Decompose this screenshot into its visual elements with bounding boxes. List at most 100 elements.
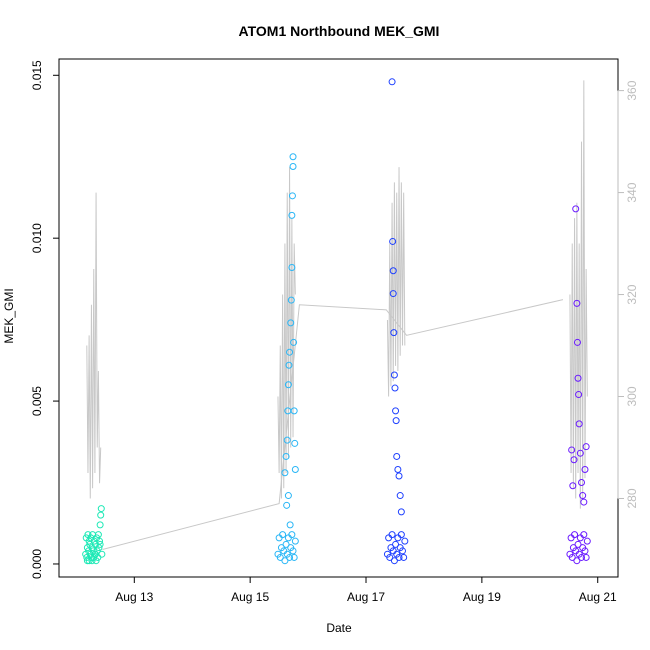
data-point-2-24 [392, 417, 400, 425]
data-point-1-15 [291, 537, 299, 545]
y2-tick-label-1: 300 [625, 386, 639, 406]
secondary-connector-line [102, 299, 564, 550]
x-tick-label-2: Aug 17 [347, 590, 385, 604]
data-point-1-27 [288, 192, 296, 200]
data-point-2-2 [386, 553, 394, 561]
y2-tick-label-2: 320 [625, 284, 639, 304]
data-point-3-6 [573, 557, 581, 565]
data-point-2-25 [393, 452, 401, 460]
data-point-3-27 [579, 492, 587, 500]
data-point-1-18 [283, 436, 291, 444]
data-point-3-12 [580, 531, 588, 539]
data-point-0-24 [96, 537, 104, 545]
data-point-1-35 [284, 492, 292, 500]
plot-frame [58, 58, 619, 578]
data-point-3-29 [581, 465, 589, 473]
data-point-3-19 [572, 205, 580, 213]
data-point-2-23 [392, 407, 400, 415]
series-1 [274, 153, 299, 565]
x-tick-label-4: Aug 21 [579, 590, 617, 604]
y2-tick-label-3: 340 [625, 182, 639, 202]
data-point-0-25 [96, 521, 104, 529]
y2-tick-label-4: 360 [625, 80, 639, 100]
data-point-2-18 [389, 267, 397, 275]
series-0 [82, 505, 106, 565]
data-point-0-32 [96, 540, 104, 548]
data-point-1-17 [282, 452, 290, 460]
data-point-1-12 [288, 531, 296, 539]
data-point-0-26 [97, 511, 105, 519]
data-point-2-9 [394, 534, 402, 542]
points-layer [82, 78, 591, 565]
data-point-1-22 [286, 348, 294, 356]
data-point-3-17 [569, 482, 577, 490]
data-point-1-4 [279, 531, 287, 539]
data-point-3-22 [574, 374, 582, 382]
y-axis-label: MEK_GMI [2, 288, 16, 343]
y-tick-label-0: 0.000 [30, 549, 44, 579]
data-point-1-1 [275, 534, 283, 542]
data-point-2-27 [395, 472, 403, 480]
data-point-2-22 [391, 384, 399, 392]
data-point-3-21 [573, 338, 581, 346]
secondary-series-line-2 [386, 167, 406, 397]
x-tick-label-3: Aug 19 [463, 590, 501, 604]
y2-axis: 280 300 320 340 360 [617, 80, 639, 508]
data-point-2-20 [390, 329, 398, 337]
data-point-2-21 [390, 371, 398, 379]
data-point-2-16 [388, 78, 396, 86]
data-point-1-24 [287, 296, 295, 304]
data-point-1-14 [290, 553, 298, 561]
data-point-2-1 [385, 534, 393, 542]
data-point-2-19 [389, 290, 397, 298]
y-tick-label-1: 0.005 [30, 386, 44, 416]
data-point-1-28 [289, 163, 297, 171]
data-point-3-20 [573, 299, 581, 307]
data-point-3-16 [568, 446, 576, 454]
data-point-1-33 [291, 465, 299, 473]
data-point-1-6 [281, 557, 289, 565]
data-point-0-22 [94, 531, 102, 539]
data-point-3-18 [570, 456, 578, 464]
data-point-2-28 [396, 492, 404, 500]
data-point-0-31 [91, 550, 99, 558]
data-point-2-29 [397, 508, 405, 516]
data-point-2-15 [401, 537, 409, 545]
data-point-3-9 [576, 534, 584, 542]
x-axis-label: Date [326, 621, 352, 635]
data-point-1-30 [290, 338, 298, 346]
data-point-1-23 [287, 319, 295, 327]
data-point-0-28 [98, 550, 106, 558]
data-point-3-10 [578, 553, 586, 561]
data-point-3-24 [575, 420, 583, 428]
data-point-1-32 [291, 439, 299, 447]
data-point-1-7 [282, 540, 290, 548]
data-point-0-29 [83, 557, 91, 565]
data-point-1-26 [288, 211, 296, 219]
data-point-1-31 [290, 407, 298, 415]
data-point-3-15 [583, 537, 591, 545]
y-axis: 0.000 0.005 0.010 0.015 [30, 60, 60, 579]
data-point-3-25 [576, 449, 584, 457]
data-point-1-34 [283, 501, 291, 509]
secondary-series-line-1 [277, 167, 296, 499]
x-tick-label-1: Aug 15 [231, 590, 269, 604]
y2-tick-label-0: 280 [625, 488, 639, 508]
secondary-series-line-3 [569, 80, 588, 509]
data-point-2-7 [392, 540, 400, 548]
data-point-0-30 [88, 557, 96, 565]
x-axis: Aug 13 Aug 15 Aug 17 Aug 19 Aug 21 [115, 576, 617, 604]
data-point-2-13 [399, 547, 407, 555]
data-point-1-25 [288, 264, 296, 272]
data-point-0-23 [95, 544, 103, 552]
data-point-3-23 [575, 391, 583, 399]
data-point-1-10 [286, 553, 294, 561]
data-point-3-4 [571, 531, 579, 539]
data-point-1-29 [289, 153, 297, 161]
data-point-1-36 [286, 521, 294, 529]
series-2 [383, 78, 409, 565]
data-point-3-14 [582, 553, 590, 561]
data-point-1-13 [289, 547, 297, 555]
